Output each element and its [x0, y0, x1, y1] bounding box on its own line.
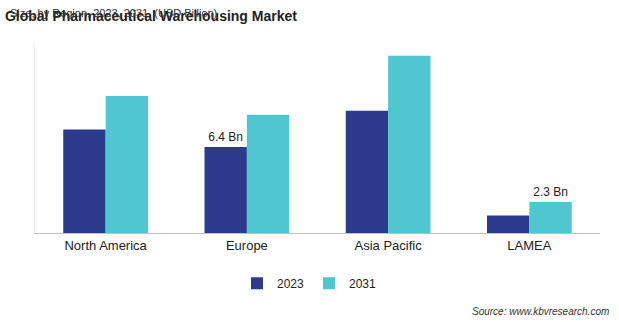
svg-text:Asia Pacific: Asia Pacific — [355, 238, 423, 253]
svg-text:LAMEA: LAMEA — [507, 238, 551, 253]
svg-text:North America: North America — [64, 238, 147, 253]
svg-text:Europe: Europe — [226, 238, 268, 253]
svg-text:Size, by Region, 2023, 2031, (: Size, by Region, 2023, 2031, (USD Billio… — [10, 7, 217, 19]
svg-text:2023: 2023 — [277, 277, 304, 291]
svg-text:6.4 Bn: 6.4 Bn — [208, 130, 243, 144]
svg-text:2031: 2031 — [349, 277, 376, 291]
svg-text:2.3 Bn: 2.3 Bn — [533, 185, 568, 199]
svg-text:Global Pharmaceutical Warehous: Global Pharmaceutical Warehousing Market — [5, 8, 297, 24]
svg-text:Source: www.kbvresearch.com: Source: www.kbvresearch.com — [472, 306, 609, 317]
